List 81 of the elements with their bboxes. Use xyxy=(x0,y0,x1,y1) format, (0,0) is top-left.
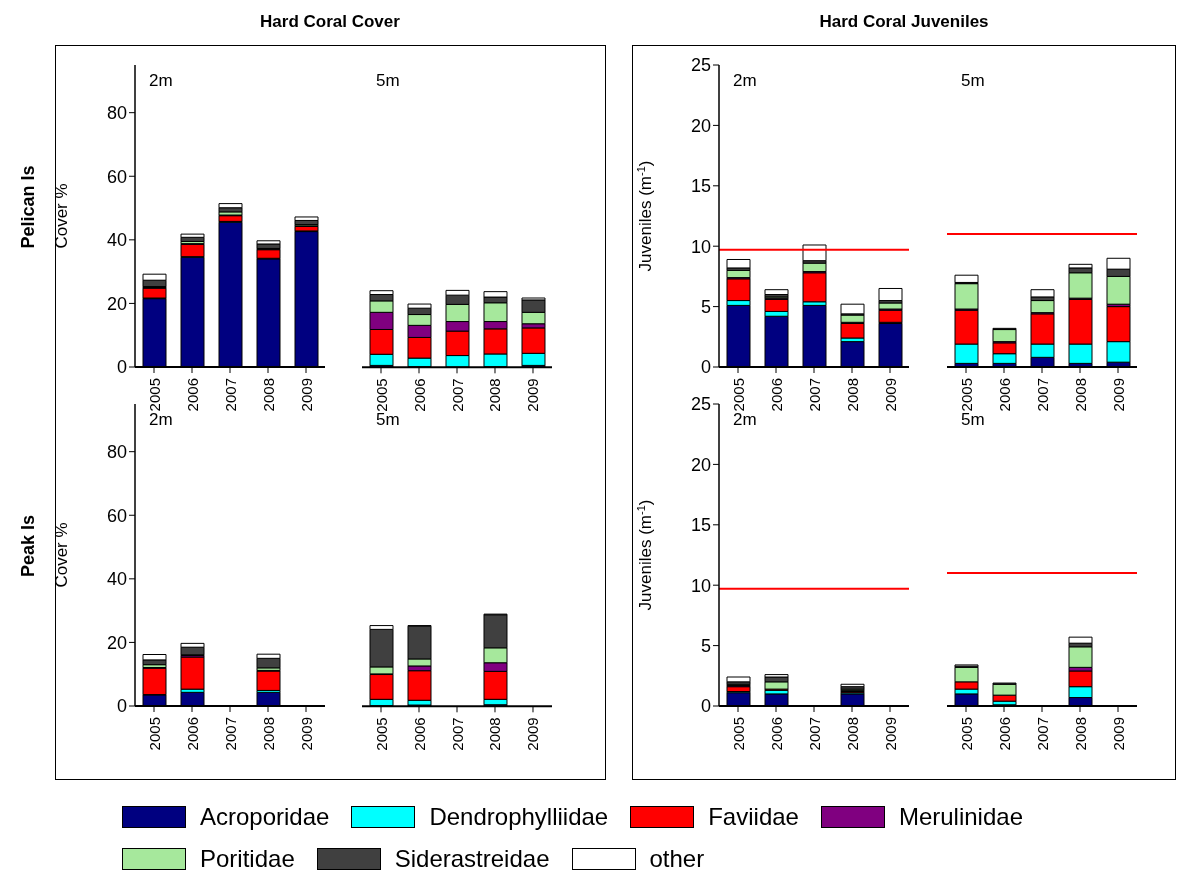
chart-title: Hard Coral Cover xyxy=(259,12,401,32)
chart-subtitle: 2m xyxy=(149,71,173,90)
x-tick-label: 2006 xyxy=(410,716,428,751)
x-tick-label: 2008 xyxy=(259,378,277,412)
y-tick-label: 5 xyxy=(700,296,711,317)
y-tick-label: 20 xyxy=(690,454,711,475)
x-tick-label: 2008 xyxy=(843,717,861,751)
x-tick-label: 2008 xyxy=(1071,378,1089,412)
x-tick-label: 2007 xyxy=(1033,378,1051,412)
x-tick-label: 2009 xyxy=(881,717,899,751)
text: Pelican Is xyxy=(17,165,39,249)
y-tick-label: 80 xyxy=(106,103,127,124)
x-tick-label: 2009 xyxy=(524,716,542,751)
x-tick-label: 2006 xyxy=(183,717,201,751)
y-tick-label: 20 xyxy=(690,115,711,136)
chart-title: Hard Coral Juveniles xyxy=(818,12,990,32)
chart-subtitle: 2m xyxy=(733,71,757,90)
x-tick-label: 2009 xyxy=(297,378,315,412)
legend-label: Merulinidae xyxy=(898,803,1023,831)
x-tick-label: 2005 xyxy=(145,378,163,412)
x-tick-label: 2008 xyxy=(843,378,861,412)
y-tick-label: 80 xyxy=(106,442,127,463)
y-tick-label: 25 xyxy=(690,394,711,415)
x-tick-label: 2005 xyxy=(729,717,747,751)
y-tick-label: 0 xyxy=(116,357,127,378)
x-tick-label: 2005 xyxy=(372,377,390,412)
legend-label: other xyxy=(649,845,705,873)
legend-label: Dendrophylliidae xyxy=(429,803,609,831)
y-tick-label: 0 xyxy=(116,696,127,717)
x-tick-label: 2009 xyxy=(1109,378,1127,412)
y-tick-label: 10 xyxy=(690,575,711,596)
x-tick-label: 2008 xyxy=(486,377,504,412)
x-tick-label: 2006 xyxy=(995,378,1013,412)
y-tick-label: 15 xyxy=(690,176,711,197)
legend-label: Faviidae xyxy=(708,803,799,831)
legend-label: Siderastreidae xyxy=(394,845,550,873)
x-tick-label: 2006 xyxy=(995,717,1013,751)
x-tick-label: 2007 xyxy=(805,378,823,412)
x-tick-label: 2006 xyxy=(767,378,785,412)
x-tick-label: 2005 xyxy=(372,716,390,751)
x-tick-label: 2009 xyxy=(297,717,315,751)
x-tick-label: 2006 xyxy=(183,378,201,412)
y-tick-label: 40 xyxy=(106,569,127,590)
x-tick-label: 2007 xyxy=(805,717,823,751)
y-tick-label: 60 xyxy=(106,505,127,526)
chart-subtitle: 5m xyxy=(961,410,985,429)
x-tick-label: 2007 xyxy=(448,377,466,412)
x-tick-label: 2008 xyxy=(1071,717,1089,751)
x-tick-label: 2007 xyxy=(1033,717,1051,751)
y-tick-label: 15 xyxy=(690,515,711,536)
y-tick-label: 0 xyxy=(700,357,711,378)
y-tick-label: 40 xyxy=(106,230,127,251)
y-tick-label: 5 xyxy=(700,635,711,656)
x-tick-label: 2005 xyxy=(145,717,163,751)
chart-subtitle: 5m xyxy=(376,71,400,90)
x-tick-label: 2008 xyxy=(486,716,504,751)
chart-subtitle: 2m xyxy=(149,410,173,429)
chart-subtitle: 5m xyxy=(961,71,985,90)
y-tick-label: 10 xyxy=(690,236,711,257)
y-tick-label: 20 xyxy=(106,632,127,653)
legend-label: Acroporidae xyxy=(200,803,330,831)
x-tick-label: 2008 xyxy=(259,717,277,751)
x-tick-label: 2005 xyxy=(957,717,975,751)
x-tick-label: 2007 xyxy=(221,378,239,412)
x-tick-label: 2006 xyxy=(410,377,428,412)
chart-subtitle: 2m xyxy=(733,410,757,429)
x-tick-label: 2009 xyxy=(881,378,899,412)
y-tick-label: 0 xyxy=(700,696,711,717)
x-tick-label: 2005 xyxy=(729,378,747,412)
x-tick-label: 2009 xyxy=(524,377,542,412)
chart-subtitle: 5m xyxy=(376,410,400,429)
legend-label: Poritidae xyxy=(200,845,295,873)
x-tick-label: 2009 xyxy=(1109,717,1127,751)
x-tick-label: 2007 xyxy=(221,717,239,751)
y-tick-label: 25 xyxy=(690,55,711,76)
y-tick-label: 60 xyxy=(106,166,127,187)
x-tick-label: 2006 xyxy=(767,717,785,751)
x-tick-label: 2007 xyxy=(448,716,466,751)
x-tick-label: 2005 xyxy=(957,378,975,412)
y-tick-label: 20 xyxy=(106,293,127,314)
text: Peak Is xyxy=(17,514,39,578)
